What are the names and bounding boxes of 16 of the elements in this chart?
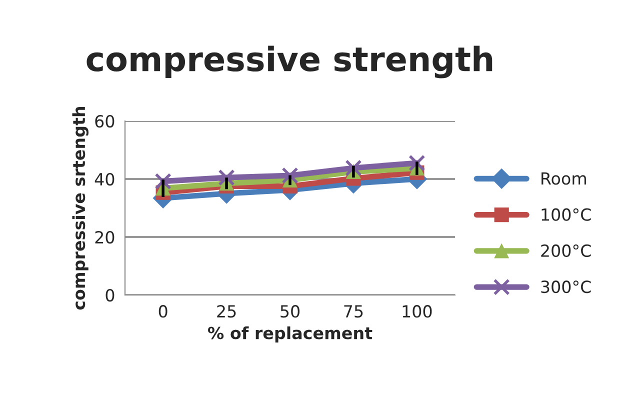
- x-tick-label: 0: [158, 305, 168, 318]
- chart-title: compressive strength: [86, 46, 492, 78]
- y-axis-title: compressive srtength: [72, 106, 89, 310]
- legend-label: 300°C: [541, 280, 591, 294]
- y-tick-label: 20: [95, 230, 114, 244]
- x-tick-label: 50: [280, 305, 300, 318]
- x-tick-label: 100: [402, 305, 432, 318]
- legend-label: Room: [542, 172, 586, 185]
- y-tick-label: 0: [106, 288, 114, 302]
- y-tick-label: 60: [95, 114, 114, 128]
- x-tick-label: 25: [217, 305, 236, 318]
- y-tick-label: 40: [94, 172, 114, 186]
- x-axis-title: % of replacement: [208, 326, 372, 343]
- legend-label: 200°C: [541, 244, 591, 257]
- legend-label: 100°C: [542, 208, 591, 221]
- x-tick-label: 75: [344, 305, 363, 318]
